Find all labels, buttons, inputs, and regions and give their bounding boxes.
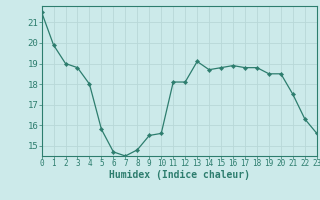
X-axis label: Humidex (Indice chaleur): Humidex (Indice chaleur) [109, 170, 250, 180]
